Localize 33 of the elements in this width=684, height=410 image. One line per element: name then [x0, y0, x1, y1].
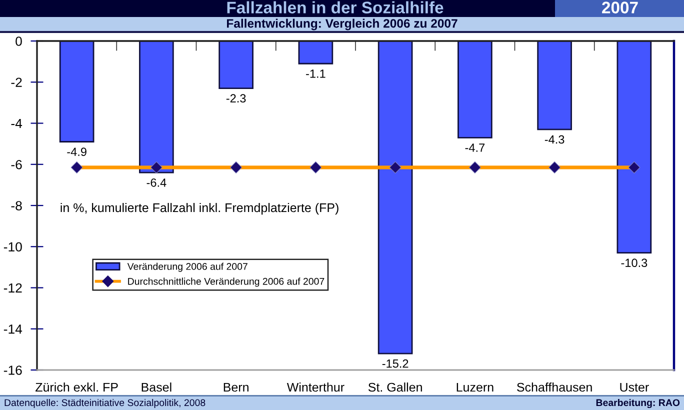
- x-tick-label: Schaffhausen: [517, 382, 592, 392]
- text: Bearbeitung: RAO: [596, 398, 680, 408]
- annotation: in %, kumulierte Fallzahl inkl. Fremdplatzierte (FP): [60, 202, 338, 215]
- x-tick-label: St. Gallen: [368, 382, 422, 392]
- x-tick-label: Basel: [142, 382, 172, 392]
- data-label: -10.3: [621, 258, 648, 268]
- data-label: -6.4: [146, 178, 166, 187]
- data-label: -15.2: [382, 359, 408, 368]
- x-tick-label: Winterthur: [286, 382, 344, 392]
- y-tick-label: -10: [4, 242, 22, 252]
- y-tick-label: -12: [4, 283, 22, 293]
- data-label: -1.1: [306, 70, 326, 78]
- y-tick-label: -8: [11, 201, 22, 210]
- data-label: -4.7: [465, 144, 485, 152]
- legend-label: Durchschnittliche Veränderung 2006 auf 2007: [128, 278, 324, 287]
- text: 2007: [602, 2, 638, 14]
- x-tick-label: Uster: [620, 382, 649, 392]
- x-tick-label: Luzern: [456, 382, 494, 392]
- chart-subtitle: Fallentwicklung: Vergleich 2006 zu 2007: [227, 18, 458, 30]
- data-label: -2.3: [226, 94, 246, 103]
- x-tick-label: Bern: [224, 382, 248, 392]
- chart-title: Fallzahlen in der Sozialhilfe: [227, 1, 444, 14]
- y-tick-label: -14: [4, 324, 22, 334]
- y-tick-label: -4: [11, 118, 22, 128]
- y-tick-label: 0: [16, 36, 22, 46]
- data-label: -4.3: [544, 135, 564, 144]
- text: Datenquelle: Städteinitiative Sozialpolitik, 2008: [4, 398, 206, 408]
- x-tick-label: Zürich exkl. FP: [36, 382, 118, 392]
- y-tick-label: -2: [11, 78, 22, 87]
- legend-label: Veränderung 2006 auf 2007: [127, 262, 248, 272]
- y-tick-label: -6: [11, 160, 22, 170]
- data-label: -4.9: [67, 148, 86, 156]
- y-tick-label: -16: [4, 366, 22, 375]
